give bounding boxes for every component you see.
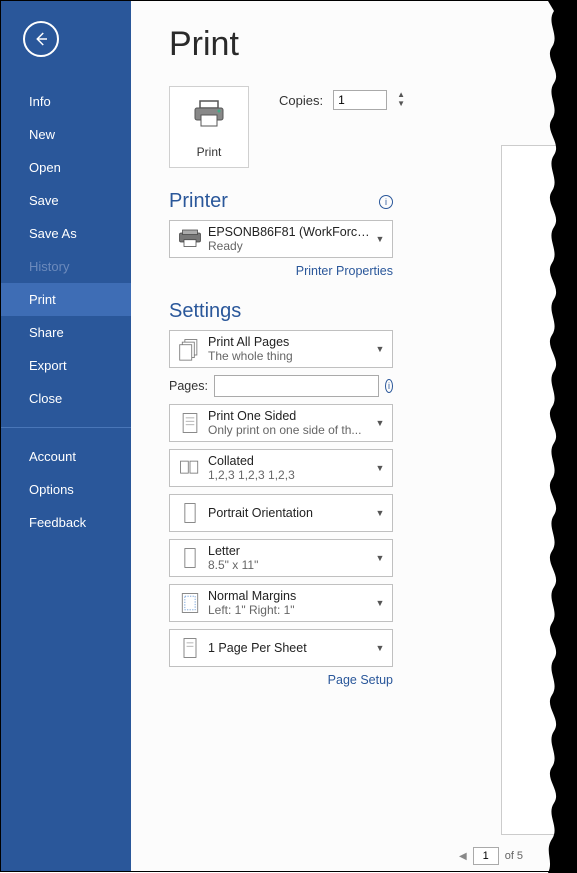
nav-options[interactable]: Options — [1, 473, 131, 506]
sides-dropdown[interactable]: Print One Sided Only print on one side o… — [169, 404, 393, 442]
nav-save-as[interactable]: Save As — [1, 217, 131, 250]
printer-dropdown[interactable]: EPSONB86F81 (WorkForce 8... Ready ▼ — [169, 220, 393, 258]
letter-icon — [176, 546, 204, 570]
margins-dropdown[interactable]: Normal Margins Left: 1" Right: 1" ▼ — [169, 584, 393, 622]
chevron-down-icon: ▼ — [374, 234, 386, 244]
nav-history: History — [1, 250, 131, 283]
chevron-down-icon: ▼ — [374, 418, 386, 428]
collation-sub: 1,2,3 1,2,3 1,2,3 — [208, 468, 374, 482]
printer-properties-link[interactable]: Printer Properties — [169, 264, 393, 278]
collated-icon — [176, 456, 204, 480]
page-total-label: of 5 — [505, 850, 523, 862]
chevron-down-icon: ▼ — [374, 344, 386, 354]
chevron-down-icon: ▼ — [374, 463, 386, 473]
printer-status: Ready — [208, 239, 374, 253]
pages-input[interactable] — [214, 375, 379, 397]
pages-per-sheet-title: 1 Page Per Sheet — [208, 641, 374, 655]
pages-stack-icon — [176, 337, 204, 361]
printer-name: EPSONB86F81 (WorkForce 8... — [208, 225, 374, 239]
nav-open[interactable]: Open — [1, 151, 131, 184]
page-setup-link[interactable]: Page Setup — [169, 673, 393, 687]
copies-label: Copies: — [279, 93, 323, 108]
page-navigation: ◀ of 5 — [459, 847, 523, 865]
nav-new[interactable]: New — [1, 118, 131, 151]
arrow-left-icon — [32, 30, 50, 48]
paper-size-title: Letter — [208, 544, 374, 558]
print-range-dropdown[interactable]: Print All Pages The whole thing ▼ — [169, 330, 393, 368]
collation-title: Collated — [208, 454, 374, 468]
collation-dropdown[interactable]: Collated 1,2,3 1,2,3 1,2,3 ▼ — [169, 449, 393, 487]
nav-close[interactable]: Close — [1, 382, 131, 415]
nav-print[interactable]: Print — [1, 283, 131, 316]
print-button-label: Print — [197, 145, 222, 159]
copies-input[interactable] — [333, 90, 387, 110]
nav-account[interactable]: Account — [1, 440, 131, 473]
nav-feedback[interactable]: Feedback — [1, 506, 131, 539]
nav-info[interactable]: Info — [1, 85, 131, 118]
chevron-down-icon: ▼ — [374, 508, 386, 518]
margins-icon — [176, 591, 204, 615]
print-button[interactable]: Print — [169, 86, 249, 168]
nav-save[interactable]: Save — [1, 184, 131, 217]
settings-heading: Settings — [169, 300, 241, 323]
orientation-title: Portrait Orientation — [208, 506, 374, 520]
backstage-sidebar: Info New Open Save Save As History Print… — [1, 1, 131, 871]
one-sided-icon — [176, 411, 204, 435]
page-title: Print — [169, 25, 576, 64]
chevron-down-icon: ▼ — [374, 598, 386, 608]
chevron-down-icon: ▼ — [374, 643, 386, 653]
printer-heading: Printer — [169, 190, 228, 213]
portrait-icon — [176, 501, 204, 525]
print-range-title: Print All Pages — [208, 335, 374, 349]
pages-label: Pages: — [169, 379, 208, 393]
pages-per-sheet-dropdown[interactable]: 1 Page Per Sheet ▼ — [169, 629, 393, 667]
pages-info-icon[interactable]: i — [385, 379, 393, 393]
sides-sub: Only print on one side of th... — [208, 423, 374, 437]
back-button[interactable] — [23, 21, 59, 57]
sides-title: Print One Sided — [208, 409, 374, 423]
printer-info-icon[interactable]: i — [379, 195, 393, 209]
nav-share[interactable]: Share — [1, 316, 131, 349]
print-preview-page — [501, 145, 561, 835]
print-range-sub: The whole thing — [208, 349, 374, 363]
prev-page-button[interactable]: ◀ — [459, 851, 467, 862]
nav-export[interactable]: Export — [1, 349, 131, 382]
copies-spinner-down[interactable]: ▼ — [395, 100, 407, 109]
nav-separator — [1, 427, 131, 428]
chevron-down-icon: ▼ — [374, 553, 386, 563]
current-page-input[interactable] — [473, 847, 499, 865]
printer-device-icon — [176, 227, 204, 251]
paper-size-dropdown[interactable]: Letter 8.5" x 11" ▼ — [169, 539, 393, 577]
printer-icon — [192, 100, 226, 135]
paper-size-sub: 8.5" x 11" — [208, 558, 374, 572]
margins-title: Normal Margins — [208, 589, 374, 603]
orientation-dropdown[interactable]: Portrait Orientation ▼ — [169, 494, 393, 532]
one-per-sheet-icon — [176, 636, 204, 660]
margins-sub: Left: 1" Right: 1" — [208, 603, 374, 617]
